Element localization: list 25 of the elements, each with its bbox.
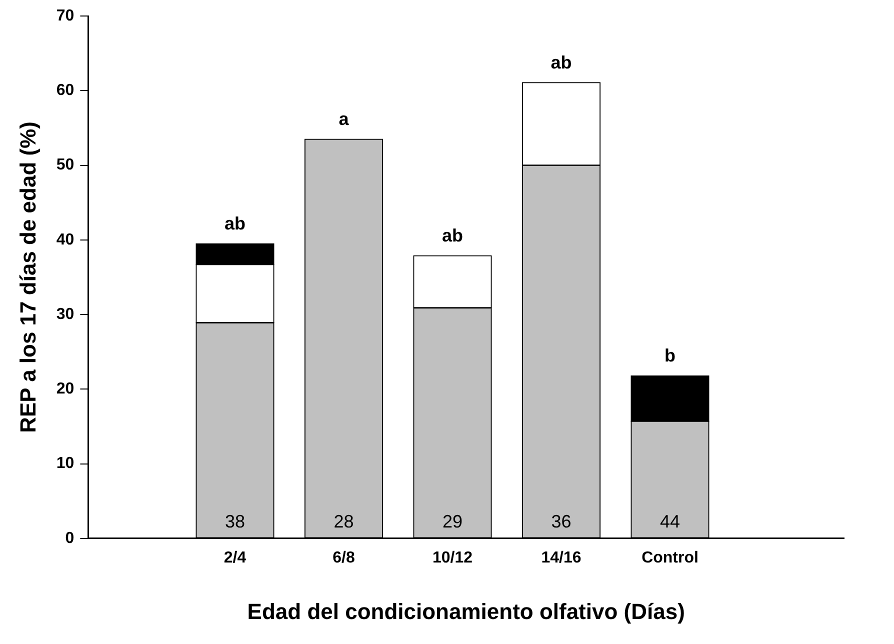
y-axis-title: REP a los 17 días de edad (%) — [15, 122, 40, 433]
y-tick-label: 0 — [65, 530, 74, 547]
annotation: ab — [442, 226, 464, 246]
annotation: b — [664, 346, 676, 366]
y-tick-label: 30 — [56, 306, 74, 323]
annotation: ab — [550, 52, 572, 72]
y-tick-label: 50 — [56, 156, 74, 174]
y-tick-label: 20 — [56, 380, 74, 398]
y-tick-label: 70 — [56, 7, 74, 24]
y-tick-label: 60 — [56, 82, 74, 100]
x-tick-label: Control — [642, 549, 698, 566]
annotation: 44 — [660, 511, 680, 532]
y-tick-label: 40 — [56, 231, 74, 248]
annotation: 28 — [334, 511, 354, 532]
x-tick-label: 14/16 — [541, 549, 582, 566]
x-tick-label: 6/8 — [332, 549, 355, 566]
annotation: 29 — [442, 511, 463, 532]
annotation: ab — [224, 214, 246, 234]
annotation: 38 — [224, 511, 246, 532]
annotation: 36 — [551, 511, 572, 532]
x-tick-label: 10/12 — [432, 549, 473, 566]
x-axis-title: Edad del condicionamiento olfativo (Días) — [247, 598, 685, 624]
y-tick-label: 10 — [56, 455, 74, 472]
x-tick-label: 2/4 — [224, 549, 246, 566]
annotation: a — [338, 109, 350, 130]
